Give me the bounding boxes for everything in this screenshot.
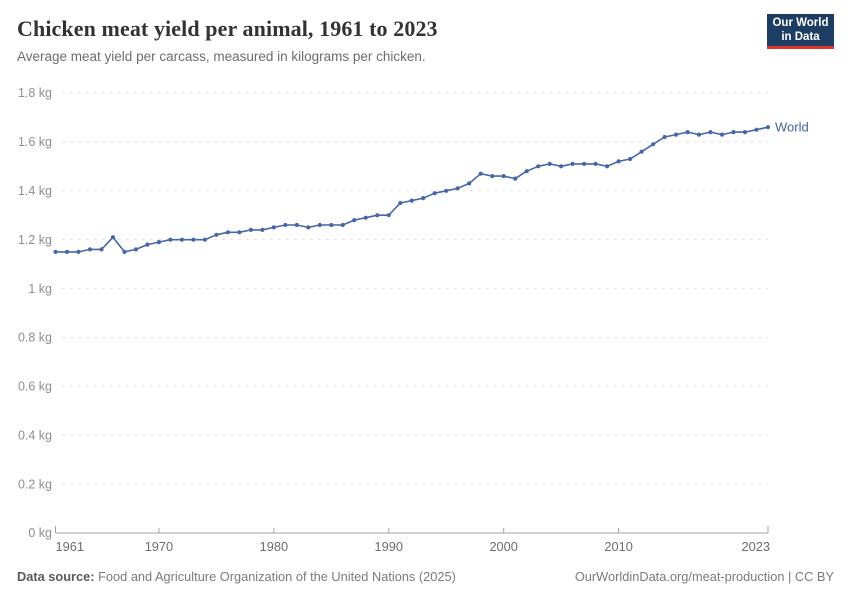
license-label: CC BY — [794, 569, 834, 584]
data-point — [719, 132, 725, 137]
data-point — [432, 191, 437, 196]
data-point — [122, 249, 127, 254]
y-tick-label: 0 kg — [28, 526, 52, 540]
data-point — [168, 237, 173, 242]
data-point — [398, 200, 403, 206]
chart-footer: Data source: Food and Agriculture Organi… — [17, 569, 834, 584]
data-point — [582, 161, 587, 166]
data-point — [363, 215, 368, 220]
data-point — [214, 232, 219, 237]
data-source-note: Data source: Food and Agriculture Organi… — [17, 569, 456, 584]
data-point — [742, 130, 748, 135]
data-point — [765, 125, 771, 130]
credit-separator: | — [788, 569, 792, 584]
data-point — [605, 164, 610, 169]
data-point — [76, 249, 81, 254]
data-point — [352, 218, 357, 223]
y-tick-label: 0.8 kg — [18, 331, 52, 345]
data-point — [490, 174, 495, 179]
data-point — [375, 213, 380, 218]
data-point — [283, 222, 288, 228]
y-tick-label: 1 kg — [28, 282, 52, 296]
data-point — [547, 161, 552, 166]
data-point — [179, 237, 184, 242]
data-point — [202, 237, 207, 242]
owid-logo-line2: in Data — [781, 31, 820, 43]
data-point — [260, 227, 265, 232]
data-point — [110, 235, 116, 240]
data-point — [317, 222, 322, 228]
x-tick-label: 1980 — [260, 539, 288, 554]
data-point — [53, 249, 58, 254]
data-point — [237, 230, 242, 235]
data-point — [651, 142, 656, 147]
y-tick-label: 0.6 kg — [18, 380, 52, 394]
data-point — [191, 237, 196, 242]
chart-title: Chicken meat yield per animal, 1961 to 2… — [17, 16, 438, 41]
data-point — [513, 176, 518, 181]
data-point — [524, 169, 529, 174]
data-point — [467, 181, 472, 186]
x-tick-label: 1970 — [145, 539, 173, 554]
y-tick-label: 0.4 kg — [18, 428, 52, 442]
chart-subtitle: Average meat yield per carcass, measured… — [17, 49, 426, 65]
series-end-label: World — [775, 120, 809, 135]
x-tick-label: 2010 — [604, 539, 632, 554]
data-point — [306, 225, 311, 230]
data-point — [616, 159, 621, 164]
data-point — [340, 222, 345, 228]
data-point — [294, 222, 299, 228]
data-point — [731, 130, 736, 135]
data-point — [696, 132, 702, 137]
data-point — [559, 164, 564, 169]
data-point — [409, 198, 414, 203]
data-point — [570, 161, 575, 166]
footer-credit: OurWorldinData.org/meat-production | CC … — [575, 569, 834, 584]
data-point — [674, 132, 679, 137]
data-point — [455, 186, 460, 191]
data-point — [478, 171, 483, 176]
data-point — [99, 247, 104, 252]
y-tick-label: 1.6 kg — [18, 135, 52, 149]
series-line-world — [55, 126, 769, 253]
data-point — [536, 164, 541, 169]
data-point — [156, 240, 161, 245]
x-tick-label: 2000 — [489, 539, 517, 554]
data-point — [145, 242, 150, 247]
data-point — [639, 149, 644, 154]
y-tick-label: 0.2 kg — [18, 477, 52, 491]
data-point — [708, 130, 713, 135]
data-point — [225, 230, 230, 235]
y-tick-label: 1.4 kg — [18, 184, 52, 198]
data-point — [444, 188, 449, 193]
owid-logo[interactable]: Our World in Data — [767, 14, 834, 49]
x-tick-label: 1961 — [56, 539, 84, 554]
chart-header: Chicken meat yield per animal, 1961 to 2… — [17, 16, 750, 66]
data-point — [329, 222, 334, 228]
y-tick-label: 1.8 kg — [18, 86, 52, 100]
x-tick-label: 1990 — [375, 539, 403, 554]
y-tick-label: 1.2 kg — [18, 233, 52, 247]
data-point — [754, 127, 759, 132]
data-point — [628, 156, 633, 162]
data-point — [87, 247, 93, 252]
owid-logo-line1: Our World — [772, 16, 829, 29]
data-point — [386, 213, 391, 218]
data-point — [593, 161, 598, 166]
data-point — [501, 174, 506, 179]
data-point — [685, 130, 690, 135]
x-tick-label: 2023 — [742, 539, 770, 554]
data-point — [64, 249, 70, 254]
data-point — [421, 196, 426, 201]
data-point — [271, 225, 276, 230]
data-point — [133, 247, 138, 252]
data-point — [248, 227, 253, 232]
data-point — [662, 134, 667, 140]
chart-url-link[interactable]: OurWorldinData.org/meat-production — [574, 569, 785, 584]
data-source-label: Data source: — [17, 569, 95, 584]
data-source-text: Food and Agriculture Organization of the… — [98, 569, 456, 584]
